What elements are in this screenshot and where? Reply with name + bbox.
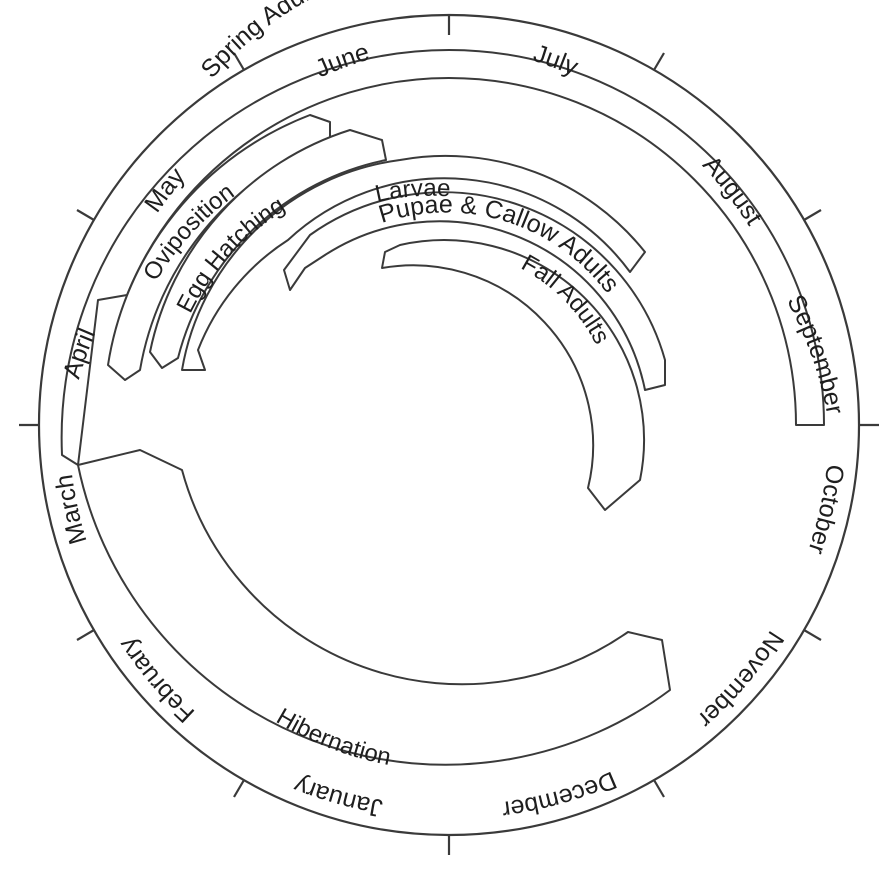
band-spring-adults — [60, 49, 825, 466]
month-ticks — [19, 15, 879, 855]
tick-aug-sep — [803, 209, 822, 221]
tick-apr-may — [76, 209, 95, 221]
month-label-january: January — [290, 771, 385, 822]
month-label-april: April — [58, 324, 101, 381]
tick-nov-dec — [653, 779, 665, 798]
tick-jan-feb — [233, 779, 245, 798]
month-label-december: December — [500, 766, 620, 824]
tick-may-jun — [233, 52, 245, 71]
band-egg-hatching — [149, 129, 387, 369]
tick-jul-aug — [653, 52, 665, 71]
tick-oct-nov — [803, 629, 822, 641]
month-label-november: November — [692, 626, 789, 733]
band-pupae-callow-adults — [283, 191, 666, 391]
band-hibernation — [77, 449, 671, 766]
band-larvae — [181, 154, 646, 371]
label-spring-adults: Spring Adults — [195, 0, 330, 83]
tick-feb-mar — [76, 629, 95, 641]
band-fall-adults — [381, 239, 645, 511]
